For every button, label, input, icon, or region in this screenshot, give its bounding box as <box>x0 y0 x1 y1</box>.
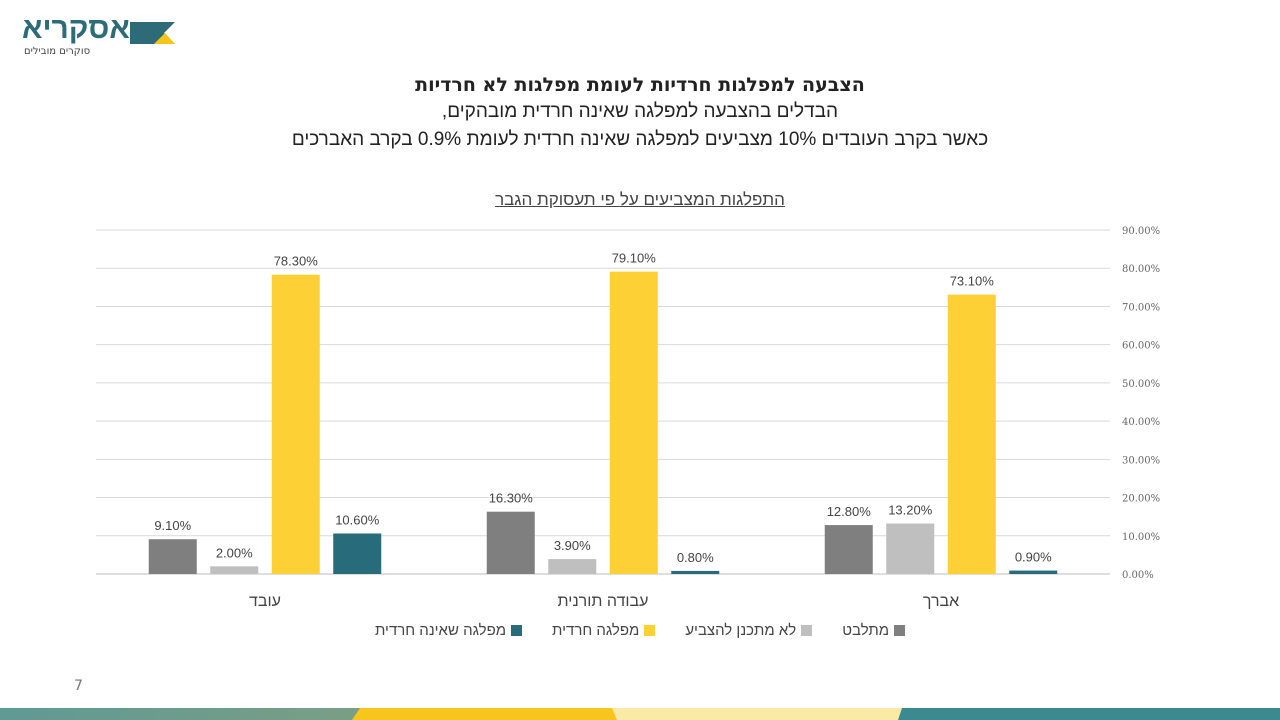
bar <box>824 525 873 574</box>
page-subtitle-2: כאשר בקרב העובדים 10% מצביעים למפלגה שאי… <box>291 129 989 150</box>
y-tick-label: 80.00% <box>1122 264 1160 275</box>
legend-item: מפלגה שאינה חרדית <box>374 622 523 639</box>
bar <box>1009 570 1058 574</box>
y-tick-label: 50.00% <box>1122 379 1160 390</box>
bar <box>671 570 720 574</box>
bar <box>486 511 535 574</box>
legend-swatch <box>511 625 523 636</box>
data-label: 3.90% <box>554 538 591 553</box>
page-number: 7 <box>74 678 83 694</box>
legend-swatch <box>644 625 656 636</box>
y-tick-label: 10.00% <box>1122 532 1160 543</box>
page-subtitle: הבדלים בהצבעה למפלגה שאינה חרדית מובהקים… <box>441 101 839 122</box>
y-tick-label: 60.00% <box>1122 341 1160 352</box>
data-label: 73.10% <box>950 274 995 289</box>
x-tick-label: עובד <box>249 593 281 610</box>
y-tick-label: 40.00% <box>1122 417 1160 428</box>
logo-text: אסקריא <box>22 12 130 45</box>
data-label: 79.10% <box>612 251 657 266</box>
x-tick-label: עבודה תורנית <box>558 593 649 610</box>
footer-band <box>898 708 1280 720</box>
legend-label: מפלגה שאינה חרדית <box>374 622 507 639</box>
data-label: 0.90% <box>1015 550 1052 565</box>
data-label: 78.30% <box>274 254 319 269</box>
chart-title: התפלגות המצביעים על פי תעסוקת הגבר <box>495 190 785 209</box>
footer-band <box>352 708 617 720</box>
logo-mark-icon <box>130 22 175 44</box>
y-tick-label: 70.00% <box>1122 302 1160 313</box>
bar <box>210 566 259 574</box>
bar <box>548 559 597 574</box>
footer-band <box>0 708 360 720</box>
page-title: הצבעה למפלגות חרדיות לעומת מפלגות לא חרד… <box>415 74 865 96</box>
bar <box>148 539 197 574</box>
bar <box>886 523 935 574</box>
y-tick-label: 90.00% <box>1122 226 1160 237</box>
bar <box>609 271 658 574</box>
legend-item: מפלגה חרדית <box>552 622 656 639</box>
legend-swatch <box>894 625 906 636</box>
y-tick-label: 30.00% <box>1122 455 1160 466</box>
data-label: 10.60% <box>335 512 380 527</box>
legend-item: לא מתכנן להצביע <box>685 622 813 639</box>
data-label: 13.20% <box>888 503 933 518</box>
data-label: 9.10% <box>154 518 191 533</box>
data-label: 0.80% <box>677 550 714 565</box>
footer-band <box>612 708 904 720</box>
bar <box>271 274 320 574</box>
x-tick-label: אברך <box>923 593 959 610</box>
logo: אסקריא סוקרים מובילים <box>22 12 182 62</box>
y-tick-label: 0.00% <box>1122 570 1154 581</box>
bar <box>947 294 996 574</box>
data-label: 12.80% <box>827 504 872 519</box>
legend-label: מתלבט <box>842 622 890 639</box>
chart-legend: מתלבט לא מתכנן להצביע מפלגה חרדית מפלגה … <box>0 622 1280 639</box>
logo-tagline: סוקרים מובילים <box>24 46 91 57</box>
y-tick-label: 20.00% <box>1122 494 1160 505</box>
legend-label: מפלגה חרדית <box>552 622 640 639</box>
legend-item: מתלבט <box>842 622 906 639</box>
data-label: 2.00% <box>216 545 253 560</box>
legend-swatch <box>801 625 813 636</box>
bar <box>333 533 382 574</box>
legend-label: לא מתכנן להצביע <box>685 622 797 639</box>
data-label: 16.30% <box>489 491 534 506</box>
